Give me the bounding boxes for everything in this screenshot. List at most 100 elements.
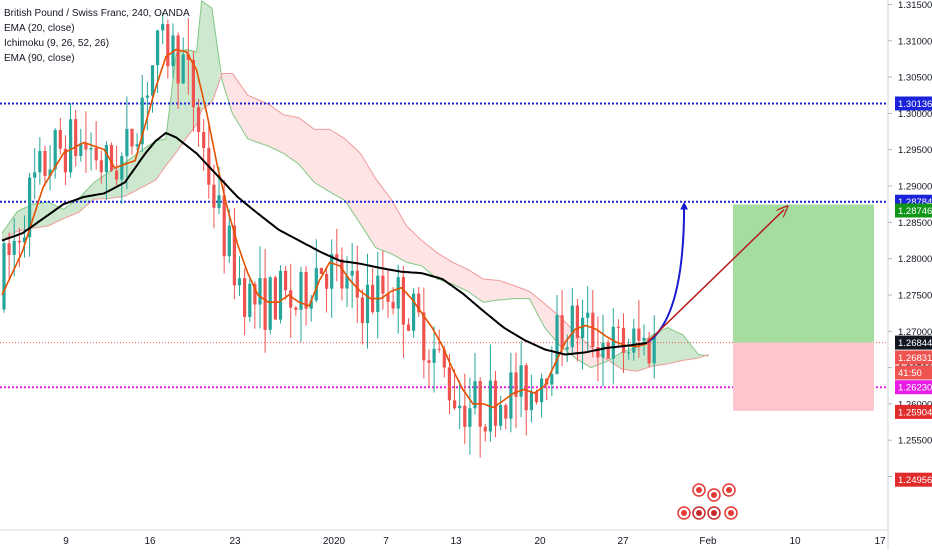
candle-body — [22, 237, 27, 243]
candle-body — [570, 305, 574, 348]
candle-body — [268, 277, 272, 330]
x-tick-label: 7 — [383, 536, 389, 547]
candle-body — [53, 130, 57, 170]
candle-body — [69, 119, 73, 173]
candle-body — [432, 348, 436, 363]
candle-body — [294, 307, 298, 310]
event-flag-icon-core — [696, 487, 702, 493]
candle-body — [386, 293, 390, 302]
event-icons[interactable] — [677, 483, 738, 520]
x-tick-label: Feb — [699, 536, 717, 547]
ema90-legend[interactable]: EMA (90, close) — [4, 53, 75, 64]
symbol-title[interactable]: British Pound / Swiss Franc, 240, OANDA — [4, 8, 190, 19]
candle-body — [458, 405, 462, 409]
candle-body — [606, 342, 610, 359]
x-tick-label: 17 — [874, 536, 886, 547]
candle-body — [161, 24, 165, 31]
candle-body — [381, 275, 385, 294]
candle-body — [335, 254, 339, 260]
cloud-bull-segment — [2, 0, 220, 241]
candle-body — [473, 381, 477, 409]
countdown-label-bg — [895, 365, 932, 380]
event-flag-icon-core — [726, 487, 732, 493]
candle-body — [237, 278, 242, 286]
candle-body — [120, 156, 124, 180]
candle-body — [555, 315, 559, 375]
candle-body — [212, 184, 216, 208]
candle-body — [181, 54, 185, 84]
candle-body — [493, 380, 498, 426]
level-label-2: 1.28784 — [898, 197, 932, 208]
candle-body — [596, 347, 600, 358]
ema20-legend[interactable]: EMA (20, close) — [4, 23, 75, 34]
candle-body — [278, 270, 283, 320]
candle-body — [437, 348, 441, 350]
x-axis[interactable]: 9 16 23 2020 7 13 20 27 Feb 10 17 — [0, 529, 888, 547]
candle-body — [504, 405, 508, 419]
candle-body — [647, 337, 651, 364]
candle-body — [222, 195, 226, 257]
candle-body — [463, 405, 467, 427]
candle-body — [365, 284, 370, 324]
y-tick-label: 1.27000 — [898, 327, 932, 338]
candle-body — [642, 337, 646, 341]
candle-body — [442, 349, 446, 368]
candle-body — [627, 352, 631, 354]
current-price-label: 1.26844 — [898, 338, 932, 349]
y-tick-label: 1.30000 — [898, 109, 932, 120]
candle-body — [514, 372, 518, 397]
candle-body — [7, 243, 11, 255]
candle-body — [186, 54, 190, 60]
candle-body — [345, 275, 349, 289]
bottom-price-label-bg — [895, 472, 932, 487]
candle-body — [99, 160, 103, 173]
target-price-label-bg — [895, 203, 932, 218]
candle-body — [314, 267, 318, 301]
candle-body — [330, 254, 334, 289]
x-tick-label: 23 — [229, 536, 241, 547]
candle-body — [191, 59, 195, 108]
candle-body — [150, 65, 155, 96]
candle-body — [79, 143, 83, 156]
candle-body — [550, 374, 554, 385]
candle-body — [340, 259, 344, 289]
event-flag-icon-core — [728, 510, 734, 516]
event-flag-icon-core — [711, 510, 717, 516]
y-tick-label: 1.31500 — [898, 0, 932, 11]
ichimoku-legend[interactable]: Ichimoku (9, 26, 52, 26) — [4, 38, 110, 49]
candle-body — [350, 270, 354, 276]
candle-body — [48, 169, 52, 176]
candle-body — [227, 225, 231, 257]
candle-body — [524, 365, 528, 411]
candle-body — [360, 297, 364, 323]
event-flag-icon-core — [696, 510, 702, 516]
candle-body — [621, 327, 626, 353]
candle-body — [565, 347, 569, 350]
candle-body — [109, 145, 114, 171]
candle-body — [145, 95, 149, 98]
candle-body — [243, 278, 247, 317]
candle-body — [616, 326, 620, 328]
x-tick-label: 2020 — [323, 536, 346, 547]
price-labels: 1.30136 1.28784 1.26230 1.28746 1.26844 1.268… — [895, 96, 932, 487]
x-tick-label: 27 — [617, 536, 629, 547]
entry-price-label: 1.26831 — [898, 353, 932, 364]
candle-body — [412, 293, 416, 331]
candle-body — [197, 107, 201, 132]
projection-arrows[interactable] — [646, 201, 784, 344]
long-position-tool[interactable] — [733, 204, 874, 411]
candle-body — [601, 342, 605, 358]
ema90-line — [1, 131, 648, 356]
candle-body — [581, 317, 585, 338]
ema20-line — [1, 48, 648, 409]
candle-body — [540, 378, 544, 403]
candle-body — [304, 271, 308, 309]
candle-body — [427, 360, 431, 363]
candle-body — [422, 312, 426, 361]
current-price-label-bg — [895, 335, 932, 350]
candle-body — [519, 365, 523, 397]
candle-body — [253, 283, 257, 305]
candle-body — [125, 128, 129, 157]
